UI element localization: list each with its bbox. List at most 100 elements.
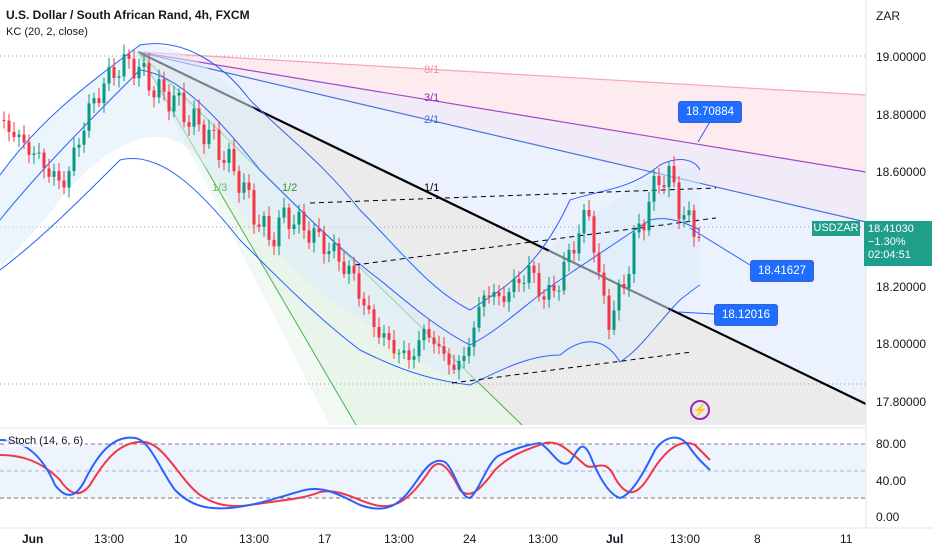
price-label-18-0: 18.00000 <box>876 337 926 351</box>
candle-body <box>157 79 161 98</box>
flash-alert-icon[interactable]: ⚡ <box>690 400 710 420</box>
channel-upper[interactable] <box>309 187 717 204</box>
candle-body <box>442 346 446 354</box>
candle-body <box>462 355 466 361</box>
fan-line-3-1 <box>137 51 867 173</box>
candle-body <box>667 166 671 188</box>
time-label-8: 8 <box>754 532 761 546</box>
fan-label-1-3: 1/3 <box>212 182 228 194</box>
time-label-jun: Jun <box>22 532 43 546</box>
time-label-17: 17 <box>318 532 332 546</box>
stoch-label-0: 0.00 <box>876 510 900 524</box>
fan-line-1-1[interactable] <box>137 51 867 405</box>
candle-body <box>197 108 201 125</box>
candle-body <box>387 333 391 340</box>
channel-lower[interactable] <box>451 351 693 384</box>
last-price-badge[interactable]: USDZAR 18.41030 −1.30% 02:04:51 <box>812 221 932 266</box>
candle-body <box>182 92 186 123</box>
candle-body <box>447 353 451 365</box>
candle-body <box>72 147 76 172</box>
bar-countdown: 02:04:51 <box>868 249 911 261</box>
candle-body <box>612 310 616 330</box>
time-label-11: 11 <box>840 532 853 546</box>
candle-body <box>492 292 496 297</box>
kc-indicator-label[interactable]: KC (20, 2, close) <box>6 26 88 38</box>
candle-body <box>92 98 96 104</box>
candle-body <box>652 175 656 202</box>
stoch-d-line <box>0 440 711 508</box>
channel-middle[interactable] <box>354 217 717 266</box>
candle-body <box>617 284 621 311</box>
fan-zone-grey <box>138 52 866 425</box>
candle-body <box>282 207 286 218</box>
fan-label-2-1: 2/1 <box>424 114 440 126</box>
candle-body <box>247 182 251 191</box>
time-label-1300-d: 13:00 <box>528 532 558 546</box>
candle-body <box>327 251 331 255</box>
callout-18-41627[interactable]: 18.41627 <box>750 260 814 282</box>
candle-body <box>107 66 111 84</box>
candle-body <box>547 284 551 300</box>
candle-body <box>252 190 256 225</box>
stoch-indicator-label[interactable]: Stoch (14, 6, 6) <box>6 435 86 447</box>
chart-title[interactable]: U.S. Dollar / South African Rand, 4h, FX… <box>6 8 250 22</box>
price-label-19-0: 19.00000 <box>876 50 926 64</box>
candle-body <box>2 120 6 121</box>
candle-body <box>642 223 646 231</box>
candle-body <box>122 54 126 77</box>
kc-upper-band <box>0 43 701 311</box>
candle-body <box>322 232 326 255</box>
candle-body <box>382 333 386 338</box>
candle-body <box>632 232 636 275</box>
candle-body <box>497 292 501 297</box>
currency-label[interactable]: ZAR <box>876 9 900 23</box>
price-label-18-8: 18.80000 <box>876 108 926 122</box>
candle-body <box>372 309 376 328</box>
fan-label-1-1: 1/1 <box>424 182 440 194</box>
candle-body <box>562 261 566 291</box>
candle-body <box>277 217 281 247</box>
time-label-24: 24 <box>463 532 477 546</box>
candle-body <box>452 364 456 370</box>
candle-body <box>457 360 461 370</box>
candle-body <box>287 207 291 230</box>
candle-body <box>152 90 156 98</box>
candle-body <box>177 92 181 96</box>
callout-18-12016[interactable]: 18.12016 <box>714 304 778 326</box>
candle-body <box>262 215 266 227</box>
candle-body <box>32 153 36 155</box>
candle-body <box>582 210 586 234</box>
candle-body <box>507 292 511 302</box>
candle-body <box>307 230 311 243</box>
candle-body <box>477 306 481 328</box>
candle-body <box>472 327 476 347</box>
candle-body <box>292 224 296 230</box>
candlestick-series <box>2 44 701 380</box>
price-change: −1.30% <box>868 236 906 248</box>
callout-top-pointer <box>697 119 712 143</box>
candle-body <box>692 210 696 237</box>
candle-body <box>687 210 691 216</box>
candle-body <box>127 54 131 59</box>
candle-body <box>662 185 666 188</box>
candle-body <box>427 328 431 338</box>
candle-body <box>422 328 426 341</box>
candle-body <box>272 239 276 247</box>
candle-body <box>27 142 31 155</box>
candle-body <box>117 76 121 78</box>
candle-body <box>377 327 381 338</box>
callout-18-70884[interactable]: 18.70884 <box>678 101 742 123</box>
price-label-18-6: 18.60000 <box>876 165 926 179</box>
candle-body <box>12 131 16 138</box>
candle-body <box>77 144 81 148</box>
candle-body <box>67 171 71 188</box>
candle-body <box>647 201 651 231</box>
kc-lower-band <box>0 158 701 386</box>
fan-label-8-1: 8/1 <box>424 64 440 76</box>
candle-body <box>352 265 356 274</box>
candle-body <box>532 265 536 273</box>
callout-low-pointer <box>677 311 715 315</box>
fan-line-8-1 <box>137 51 867 96</box>
candle-body <box>637 223 641 233</box>
